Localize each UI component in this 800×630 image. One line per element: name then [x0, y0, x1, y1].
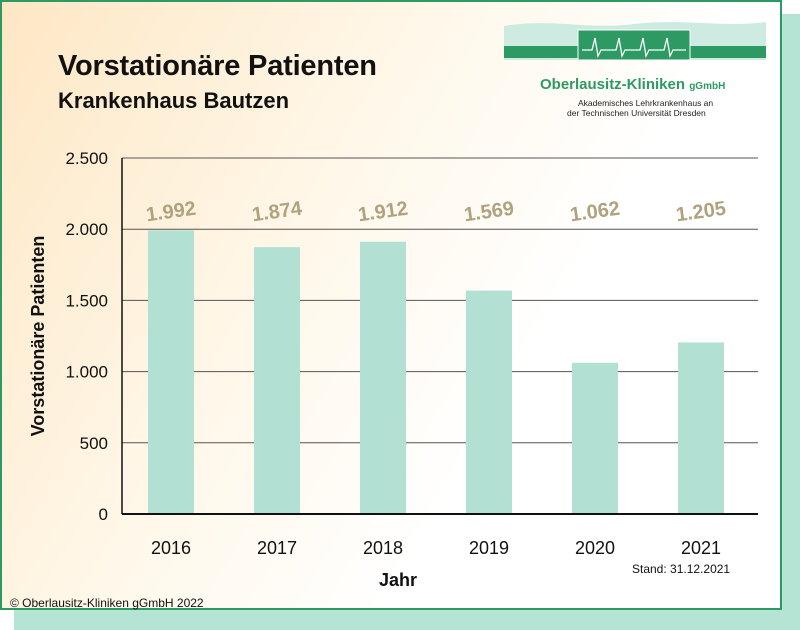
data-label: 1.992	[145, 198, 198, 227]
x-tick-label: 2018	[363, 538, 403, 558]
y-tick-label: 1.500	[65, 291, 108, 310]
bar	[360, 241, 406, 514]
bar	[466, 290, 512, 514]
y-tick-label: 1.000	[65, 363, 108, 382]
y-tick-label: 500	[80, 434, 108, 453]
logo-name: Oberlausitz-Kliniken gGmbH	[540, 76, 726, 93]
logo-suffix: gGmbH	[689, 81, 726, 92]
data-label: 1.569	[463, 198, 516, 227]
data-label: 1.062	[569, 198, 622, 227]
copyright-notice: © Oberlausitz-Kliniken gGmbH 2022	[10, 596, 204, 610]
x-tick-label: 2016	[151, 538, 191, 558]
logo-subline-2: der Technischen Universität Dresden	[567, 108, 706, 118]
bar	[572, 362, 618, 514]
y-tick-label: 0	[99, 505, 108, 524]
x-tick-label: 2021	[681, 538, 721, 558]
x-tick-label: 2019	[469, 538, 509, 558]
bar	[148, 230, 194, 514]
data-label: 1.874	[251, 198, 304, 227]
x-tick-label: 2017	[257, 538, 297, 558]
stand-date: Stand: 31.12.2021	[632, 562, 731, 576]
y-axis-title: Vorstationäre Patienten	[28, 236, 48, 437]
x-axis-title: Jahr	[379, 570, 417, 590]
data-label: 1.912	[357, 198, 410, 227]
y-tick-label: 2.500	[65, 149, 108, 168]
data-label: 1.205	[675, 198, 728, 227]
y-tick-label: 2.000	[65, 220, 108, 239]
clinic-logo	[504, 22, 766, 61]
bar	[678, 342, 724, 514]
bar	[254, 247, 300, 514]
logo-subline-1: Akademisches Lehrkrankenhaus an	[578, 98, 714, 108]
page-subtitle: Krankenhaus Bautzen	[58, 88, 290, 113]
page-title: Vorstationäre Patienten	[58, 50, 377, 82]
logo-monitor	[577, 29, 691, 61]
x-tick-label: 2020	[575, 538, 615, 558]
heartbeat-icon	[582, 37, 686, 59]
